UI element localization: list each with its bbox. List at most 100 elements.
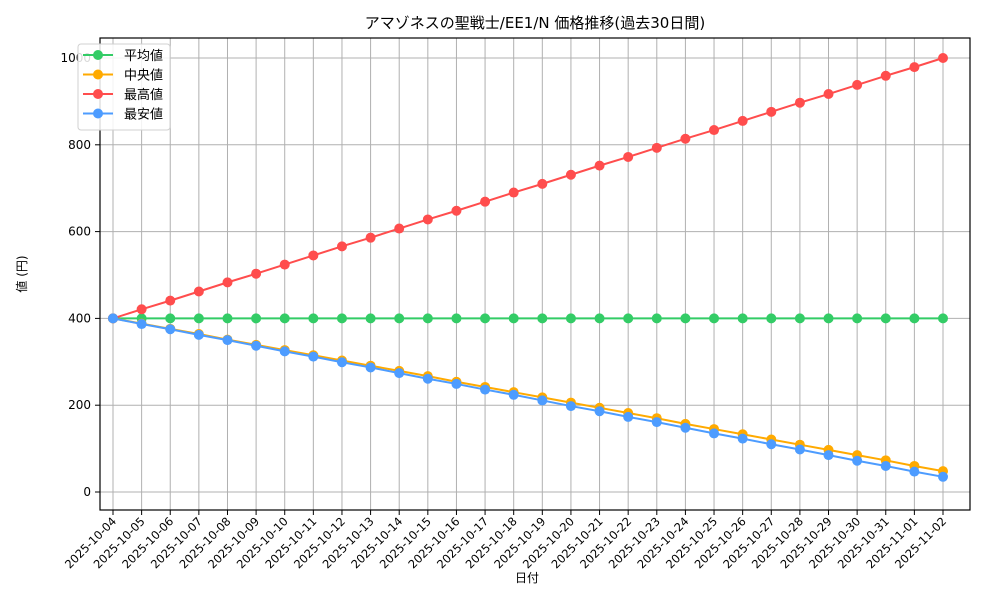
data-point <box>852 455 863 466</box>
data-point <box>794 97 805 108</box>
data-point <box>451 378 462 389</box>
data-point <box>737 433 748 444</box>
data-point <box>165 324 176 335</box>
data-point <box>422 313 433 324</box>
y-tick-label: 800 <box>68 138 91 152</box>
data-point <box>165 295 176 306</box>
data-point <box>623 313 634 324</box>
data-point <box>508 187 519 198</box>
data-point <box>823 89 834 100</box>
data-point <box>480 384 491 395</box>
data-point <box>308 313 319 324</box>
data-point <box>651 313 662 324</box>
data-point <box>251 340 262 351</box>
data-point <box>794 313 805 324</box>
data-point <box>279 259 290 270</box>
data-point <box>880 460 891 471</box>
data-point <box>451 205 462 216</box>
data-point <box>594 406 605 417</box>
data-point <box>508 313 519 324</box>
data-point <box>537 395 548 406</box>
data-point <box>737 313 748 324</box>
data-point <box>565 169 576 180</box>
data-point <box>909 466 920 477</box>
y-tick-label: 400 <box>68 311 91 325</box>
data-point <box>766 439 777 450</box>
data-point <box>480 313 491 324</box>
legend-marker-icon <box>93 50 103 60</box>
data-point <box>193 313 204 324</box>
data-point <box>852 79 863 90</box>
data-point <box>594 160 605 171</box>
legend-label: 平均値 <box>124 48 163 64</box>
data-point <box>108 313 118 324</box>
data-point <box>365 313 376 324</box>
data-point <box>823 313 834 324</box>
data-point <box>136 319 147 330</box>
data-point <box>680 133 691 144</box>
data-point <box>480 196 491 207</box>
data-point <box>565 401 576 412</box>
data-point <box>737 115 748 126</box>
legend-label: 最高値 <box>124 87 163 103</box>
data-point <box>308 351 319 362</box>
y-tick-label: 600 <box>68 225 91 239</box>
data-point <box>508 389 519 400</box>
plot-area <box>99 37 971 511</box>
data-point <box>709 428 720 439</box>
data-point <box>136 304 147 315</box>
data-point <box>880 313 891 324</box>
data-point <box>394 368 405 379</box>
data-point <box>651 417 662 428</box>
data-point <box>251 268 262 279</box>
data-point <box>222 335 233 346</box>
data-point <box>680 422 691 433</box>
data-point <box>852 313 863 324</box>
data-point <box>222 313 233 324</box>
data-point <box>794 444 805 455</box>
data-point <box>451 313 462 324</box>
chart-title: アマゾネスの聖戦士/EE1/N 価格推移(過去30日間) <box>365 14 705 32</box>
data-point <box>938 53 948 63</box>
data-point <box>165 313 176 324</box>
data-point <box>594 313 605 324</box>
data-point <box>193 329 204 340</box>
data-point <box>193 286 204 297</box>
y-tick-label: 200 <box>68 398 91 412</box>
y-tick-label: 0 <box>83 485 91 499</box>
data-point <box>365 232 376 243</box>
x-axis-label: 日付 <box>515 571 539 585</box>
data-point <box>709 125 720 136</box>
data-point <box>623 151 634 162</box>
data-point <box>823 450 834 461</box>
data-point <box>938 471 948 482</box>
data-point <box>251 313 262 324</box>
data-point <box>565 313 576 324</box>
data-point <box>336 313 347 324</box>
legend-label: 中央値 <box>124 68 163 84</box>
data-point <box>336 241 347 252</box>
data-point <box>766 106 777 117</box>
data-point <box>880 70 891 81</box>
legend-marker-icon <box>93 108 103 119</box>
data-point <box>308 250 319 261</box>
data-point <box>394 313 405 324</box>
data-point <box>279 346 290 357</box>
data-point <box>365 362 376 373</box>
data-point <box>909 62 920 73</box>
data-point <box>422 373 433 384</box>
data-point <box>537 178 548 189</box>
data-point <box>680 313 691 324</box>
data-point <box>537 313 548 324</box>
data-point <box>422 214 433 225</box>
data-point <box>938 313 948 324</box>
data-point <box>709 313 720 324</box>
legend-marker-icon <box>93 69 103 80</box>
series-line <box>112 317 944 478</box>
data-point <box>279 313 290 324</box>
legend-label: 最安値 <box>124 107 163 123</box>
data-point <box>909 313 920 324</box>
data-point <box>394 223 405 234</box>
